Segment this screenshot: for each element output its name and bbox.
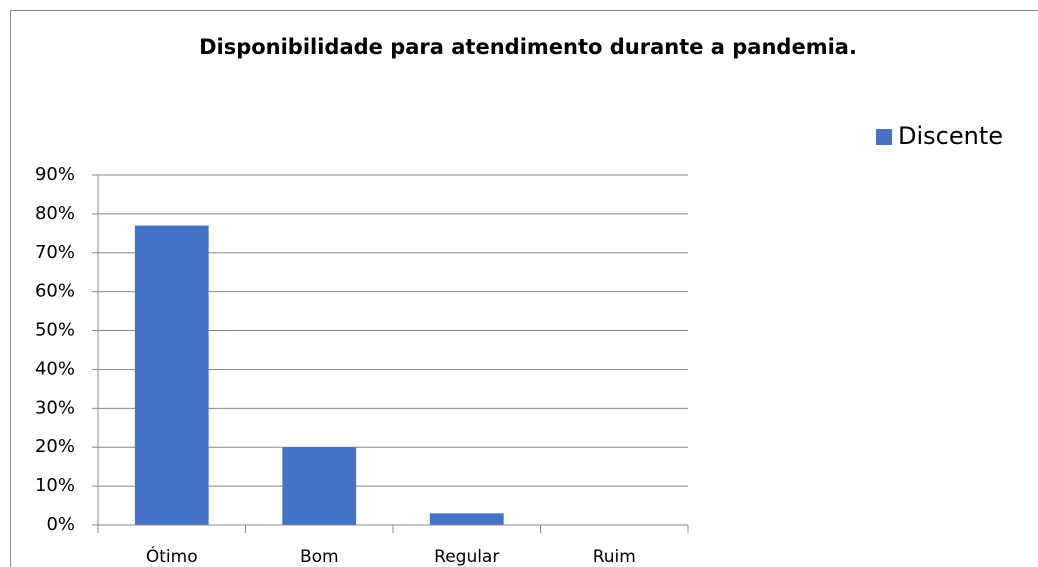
y-tick-label: 0% xyxy=(46,514,75,535)
legend-label: Discente xyxy=(898,122,1003,150)
x-tick-label: Regular xyxy=(434,547,499,567)
bar xyxy=(282,447,357,525)
y-tick-label: 70% xyxy=(35,242,75,263)
y-tick-label: 50% xyxy=(35,320,75,341)
legend-swatch xyxy=(876,129,892,145)
y-tick-label: 60% xyxy=(35,281,75,302)
y-tick-label: 30% xyxy=(35,397,75,418)
bar xyxy=(429,513,504,525)
y-tick-label: 80% xyxy=(35,203,75,224)
bar xyxy=(134,225,209,526)
x-tick-label: Ótimo xyxy=(146,545,198,567)
y-tick-label: 40% xyxy=(35,358,75,379)
y-tick-label: 10% xyxy=(35,475,75,496)
y-tick-label: 90% xyxy=(35,164,75,185)
chart-title: Disponibilidade para atendimento durante… xyxy=(199,35,857,59)
y-tick-label: 20% xyxy=(35,436,75,457)
x-tick-label: Ruim xyxy=(593,547,636,567)
x-tick-label: Bom xyxy=(300,547,339,567)
